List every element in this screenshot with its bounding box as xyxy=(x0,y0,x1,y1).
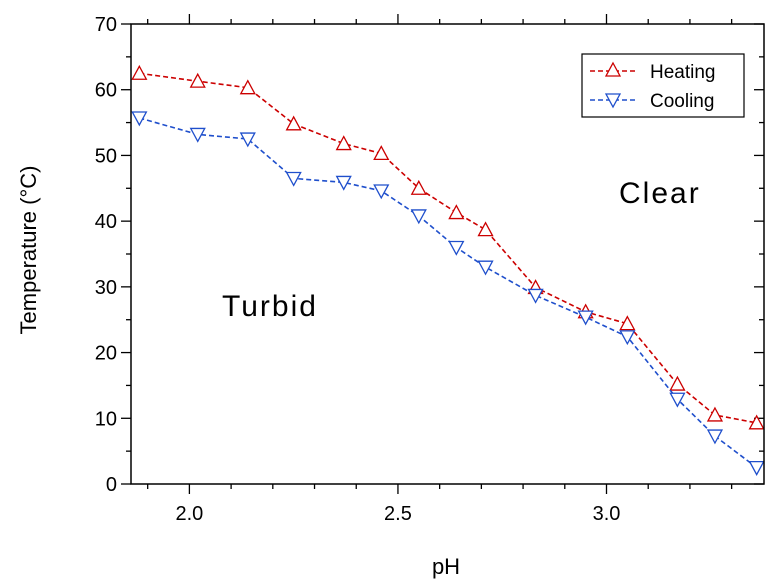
data-point-cooling xyxy=(477,260,494,276)
y-tick-label: 10 xyxy=(95,408,117,430)
data-point-heating xyxy=(410,179,427,195)
data-point-heating xyxy=(477,221,494,237)
plot-frame xyxy=(130,23,765,485)
legend-cooling-marker xyxy=(604,93,622,109)
data-point-heating xyxy=(285,115,302,131)
data-point-cooling xyxy=(239,132,256,148)
x-tick-label: 2.0 xyxy=(175,503,203,525)
data-point-heating xyxy=(448,204,465,220)
y-tick-label: 50 xyxy=(95,145,117,167)
legend-cooling-label: Cooling xyxy=(650,91,714,112)
legend-heating-label: Heating xyxy=(650,62,716,83)
data-point-heating xyxy=(239,79,256,95)
data-point-cooling xyxy=(748,460,765,476)
series-heating xyxy=(131,64,765,430)
data-point-heating xyxy=(335,135,352,151)
y-tick-label: 20 xyxy=(95,343,117,365)
clear-annotation: Clear xyxy=(619,177,701,210)
data-point-cooling xyxy=(285,171,302,187)
data-point-cooling xyxy=(448,240,465,256)
data-point-cooling xyxy=(189,127,206,143)
axis-ticks xyxy=(121,14,764,494)
data-point-cooling xyxy=(131,111,148,127)
x-tick-label: 3.0 xyxy=(593,503,621,525)
data-point-cooling xyxy=(373,184,390,200)
y-axis-title: Temperature (°C) xyxy=(16,166,41,335)
series-line-heating xyxy=(139,72,757,424)
y-tick-label: 70 xyxy=(95,14,117,36)
legend-box xyxy=(581,53,745,118)
data-point-heating xyxy=(669,375,686,391)
data-point-cooling xyxy=(706,429,724,445)
data-point-cooling xyxy=(335,175,352,191)
turbid-annotation: Turbid xyxy=(222,290,318,323)
series-layer xyxy=(131,64,765,476)
y-tick-label: 40 xyxy=(95,211,117,233)
data-point-cooling xyxy=(619,330,636,346)
data-point-heating xyxy=(706,406,724,422)
data-point-heating xyxy=(373,145,390,161)
tick-labels: 0 10 20 30 40 50 60 70 2.0 2.5 3.0 xyxy=(95,14,621,525)
series-cooling xyxy=(131,111,765,476)
data-point-cooling xyxy=(577,310,594,326)
data-point-cooling xyxy=(669,392,686,408)
data-point-heating xyxy=(131,64,148,80)
x-tick-label: 2.5 xyxy=(384,503,412,525)
x-axis-title: pH xyxy=(432,554,460,579)
data-point-heating xyxy=(189,72,206,88)
data-point-cooling xyxy=(527,288,544,304)
y-tick-label: 60 xyxy=(95,80,117,102)
data-point-heating xyxy=(619,315,636,331)
data-point-heating xyxy=(748,414,765,430)
legend: Heating Cooling xyxy=(581,53,745,118)
legend-heating-marker xyxy=(604,61,622,77)
y-tick-label: 30 xyxy=(95,277,117,299)
y-tick-label: 0 xyxy=(106,474,117,496)
data-point-cooling xyxy=(410,209,427,225)
